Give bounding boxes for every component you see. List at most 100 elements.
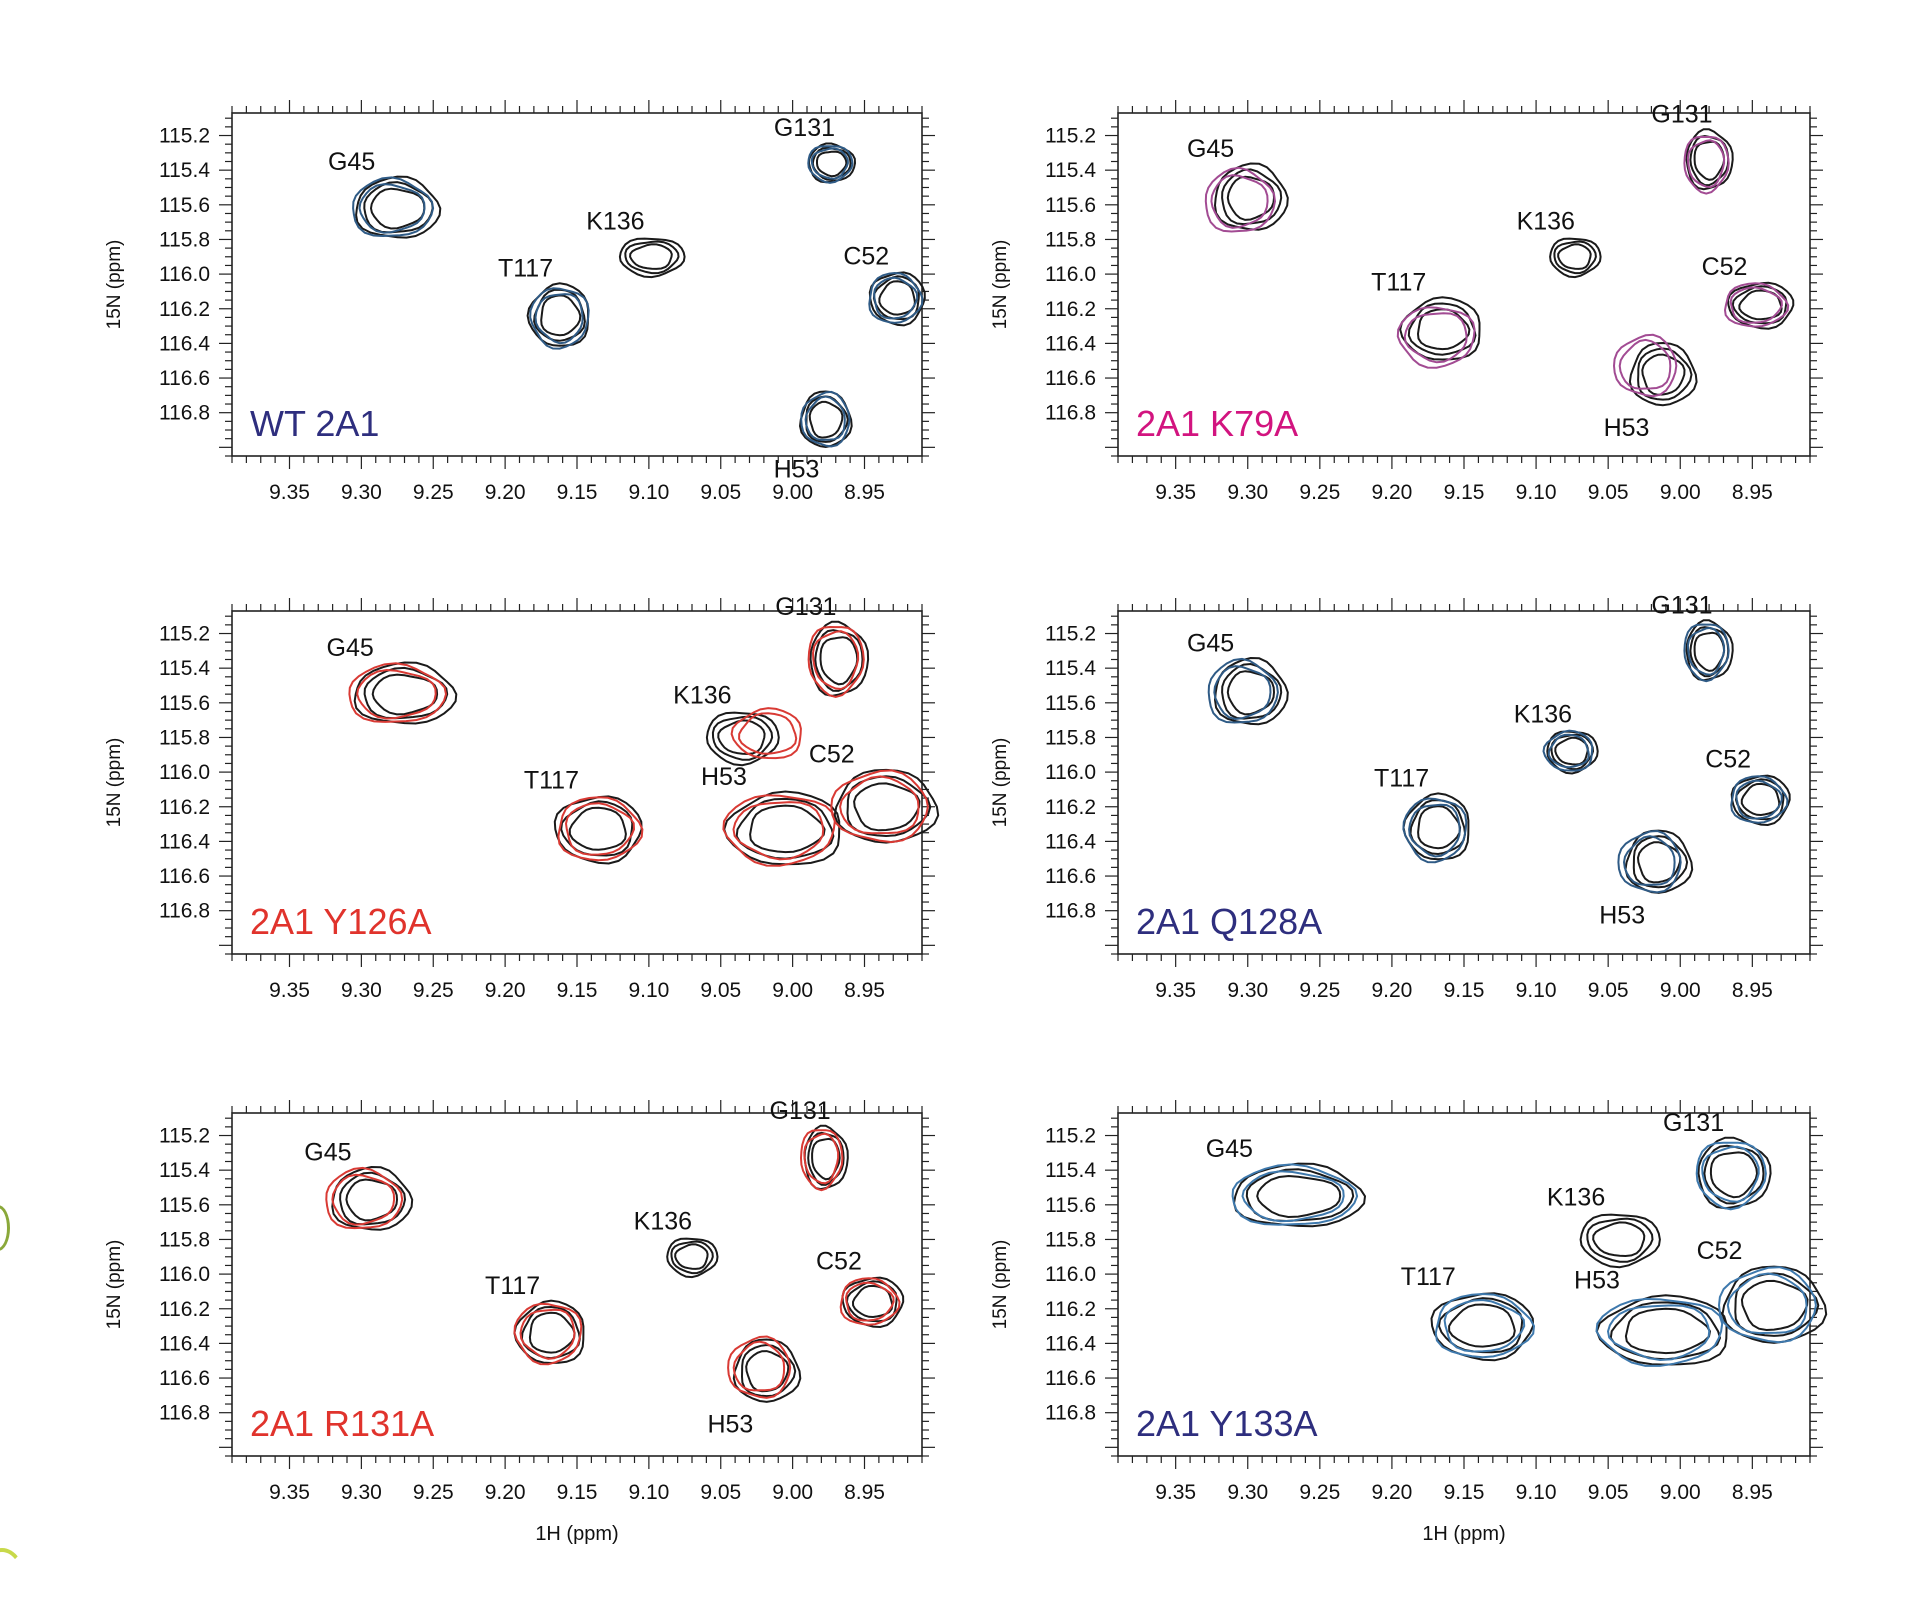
y-tick-label: 115.4 (159, 159, 210, 182)
x-tick-label: 9.10 (628, 481, 669, 504)
y-tick-label: 115.8 (159, 726, 210, 749)
peak-label: C52 (816, 1248, 862, 1276)
peak-h53 (722, 790, 841, 867)
x-tick-label: 8.95 (1732, 979, 1773, 1002)
panel-label: 2A1 Y133A (1136, 1403, 1318, 1444)
x-tick-label: 9.35 (269, 1481, 310, 1504)
y-tick-label: 116.4 (1045, 1332, 1096, 1355)
peak-label: C52 (843, 242, 889, 270)
tick-marks (219, 100, 935, 469)
peak-label: H53 (1574, 1267, 1620, 1295)
peak-label: H53 (774, 455, 820, 483)
y-tick-label: 116.4 (159, 1332, 210, 1355)
x-tick-label: 9.35 (1155, 481, 1196, 504)
panel-label: 2A1 Y126A (250, 901, 432, 942)
peak-label: C52 (809, 740, 855, 768)
peak-label: G131 (1651, 100, 1712, 128)
y-tick-label: 116.2 (1045, 298, 1096, 321)
x-tick-label: 9.30 (1227, 1481, 1268, 1504)
y-tick-label: 116.6 (1045, 367, 1096, 390)
peak-label: G45 (1187, 135, 1234, 163)
y-tick-label: 116.4 (1045, 332, 1096, 355)
y-tick-label: 116.4 (159, 332, 210, 355)
y-tick-label: 115.8 (159, 228, 210, 251)
y-tick-label: 115.2 (1045, 125, 1096, 148)
x-tick-label: 9.00 (1660, 481, 1701, 504)
peak-k136 (705, 707, 802, 767)
panel-4: 9.35 9.30 9.25 9.20 9.15 9.10 9.05 9.00 8.95 115.… (990, 591, 1823, 1002)
y-tick-label: 116.2 (159, 796, 210, 819)
y-tick-label: 116.0 (1045, 761, 1096, 784)
panel-label: 2A1 R131A (250, 1403, 434, 1444)
x-tick-label: 9.20 (1371, 1481, 1412, 1504)
x-tick-label: 9.05 (1588, 1481, 1629, 1504)
peak-g45 (352, 175, 442, 239)
x-axis-label: 1H (ppm) (1422, 1523, 1505, 1545)
peak-k136 (1549, 237, 1602, 279)
x-tick-label: 9.00 (772, 979, 813, 1002)
y-tick-label: 115.6 (1045, 1194, 1096, 1217)
x-tick-label: 9.25 (1299, 1481, 1340, 1504)
x-tick-label: 9.20 (1371, 481, 1412, 504)
peak-label: T117 (498, 255, 553, 283)
y-tick-label: 116.2 (159, 1298, 210, 1321)
peak-c52 (1717, 1265, 1828, 1344)
y-axis-label: 15N (ppm) (104, 738, 125, 828)
x-tick-label: 9.10 (628, 979, 669, 1002)
y-tick-label: 115.6 (159, 692, 210, 715)
peak-h53 (727, 1335, 802, 1403)
peak-t117 (1396, 296, 1481, 369)
panel-6: 9.35 9.30 9.25 9.20 9.15 9.10 9.05 9.00 8.95 115.… (990, 1100, 1828, 1545)
panel-label: 2A1 K79A (1136, 403, 1298, 444)
y-tick-label: 115.4 (1045, 657, 1096, 680)
x-tick-label: 8.95 (1732, 1481, 1773, 1504)
x-tick-label: 9.05 (700, 979, 741, 1002)
peak-g45 (325, 1165, 414, 1231)
peak-t117 (513, 1299, 585, 1366)
peak-g45 (348, 661, 458, 725)
panel-label: WT 2A1 (250, 403, 379, 444)
peak-label: G131 (774, 114, 835, 142)
peak-label: G131 (1651, 591, 1712, 619)
peak-label: G45 (327, 634, 374, 662)
tick-marks (219, 598, 935, 967)
x-axis-label: 1H (ppm) (535, 1523, 618, 1545)
peak-label: K136 (586, 208, 644, 236)
x-tick-label: 9.15 (1444, 979, 1485, 1002)
x-tick-label: 9.20 (485, 979, 526, 1002)
y-tick-label: 116.0 (159, 263, 210, 286)
peak-label: G45 (328, 148, 375, 176)
x-tick-label: 9.00 (772, 1481, 813, 1504)
x-tick-label: 9.00 (1660, 1481, 1701, 1504)
y-tick-label: 116.8 (1045, 402, 1096, 425)
x-tick-label: 9.20 (1371, 979, 1412, 1002)
peak-label: C52 (1702, 253, 1748, 281)
x-tick-label: 9.30 (341, 1481, 382, 1504)
peak-label: G45 (1187, 630, 1234, 658)
y-tick-label: 115.4 (159, 657, 210, 680)
tick-marks (1105, 1100, 1823, 1469)
y-tick-label: 115.6 (1045, 692, 1096, 715)
peak-k136 (1579, 1213, 1661, 1269)
panel-label: 2A1 Q128A (1136, 901, 1322, 942)
x-tick-label: 9.35 (1155, 1481, 1196, 1504)
y-tick-label: 116.4 (159, 830, 210, 853)
y-tick-label: 116.8 (159, 900, 210, 923)
y-axis-label: 15N (ppm) (990, 240, 1011, 330)
y-tick-label: 115.4 (1045, 1159, 1096, 1182)
nmr-figure: 9.35 9.30 9.25 9.20 9.15 9.10 9.05 9.00 8.95 115.… (104, 100, 1828, 1545)
y-tick-label: 115.6 (159, 1194, 210, 1217)
y-tick-label: 116.6 (1045, 1367, 1096, 1390)
y-tick-label: 116.4 (1045, 830, 1096, 853)
peak-g131 (1683, 619, 1734, 683)
x-tick-label: 9.15 (1444, 481, 1485, 504)
x-tick-label: 9.15 (557, 481, 598, 504)
y-tick-label: 116.6 (159, 865, 210, 888)
y-tick-label: 116.6 (159, 367, 210, 390)
peak-h53 (1595, 1294, 1728, 1367)
y-tick-label: 115.8 (1045, 1228, 1096, 1251)
x-tick-label: 9.20 (485, 1481, 526, 1504)
x-tick-label: 9.25 (413, 979, 454, 1002)
peak-t117 (526, 282, 590, 350)
peak-h53 (1617, 829, 1694, 894)
